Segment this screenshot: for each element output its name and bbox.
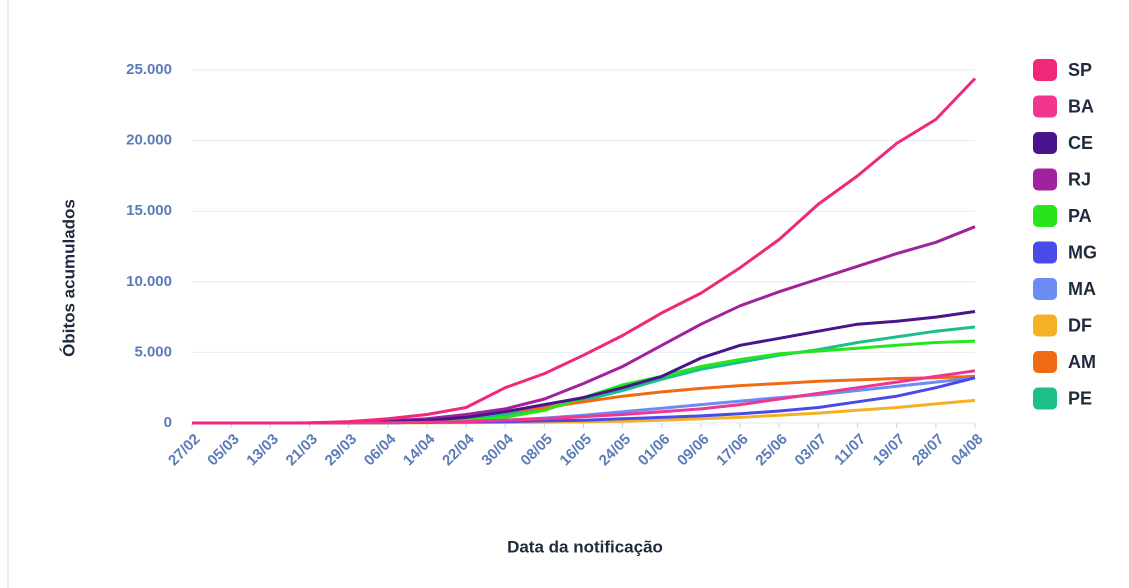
- y-tick-label: 15.000: [126, 202, 172, 219]
- x-tick-label: 25/06: [752, 431, 791, 470]
- y-tick-label: 20.000: [126, 132, 172, 149]
- legend-label: PA: [1068, 206, 1092, 226]
- y-axis-label: Óbitos acumulados: [59, 199, 78, 357]
- x-tick-label: 05/03: [204, 431, 243, 470]
- x-tick-label: 24/05: [596, 431, 635, 470]
- legend-swatch: [1033, 278, 1057, 300]
- legend-swatch: [1033, 314, 1057, 337]
- x-tick-label: 22/04: [439, 430, 478, 469]
- x-tick-label: 30/04: [478, 430, 517, 469]
- series-line: [192, 310, 976, 425]
- x-tick-label: 28/07: [909, 431, 948, 470]
- x-tick-label: 14/04: [400, 430, 439, 469]
- x-tick-label: 08/05: [517, 431, 556, 470]
- x-tick-label: 03/07: [791, 431, 830, 470]
- legend-label: CE: [1068, 133, 1093, 153]
- x-tick-label: 01/06: [635, 431, 674, 470]
- x-tick-label: 11/07: [831, 431, 869, 469]
- legend-label: SP: [1068, 60, 1092, 80]
- legend-swatch: [1033, 95, 1057, 118]
- legend-swatch: [1033, 205, 1057, 227]
- legend-label: DF: [1068, 315, 1092, 335]
- x-tick-label: 09/06: [674, 431, 713, 470]
- legend-label: PE: [1068, 388, 1092, 408]
- legend-swatch: [1033, 59, 1057, 81]
- y-tick-label: 10.000: [126, 273, 172, 290]
- legend-swatch: [1033, 351, 1057, 373]
- y-tick-label: 0: [164, 414, 172, 431]
- legend-label: MG: [1068, 242, 1097, 262]
- x-tick-label: 27/02: [165, 431, 204, 470]
- x-axis-label: Data da notificação: [507, 537, 663, 556]
- x-tick-label: 13/03: [243, 431, 282, 470]
- series-line: [192, 77, 977, 425]
- series-line: [192, 325, 976, 425]
- y-tick-label: 25.000: [126, 61, 172, 78]
- legend-label: MA: [1068, 279, 1096, 299]
- legend-swatch: [1033, 241, 1057, 264]
- legend-label: RJ: [1068, 169, 1091, 189]
- legend-label: AM: [1068, 352, 1096, 372]
- x-tick-label: 04/08: [948, 431, 987, 470]
- legend-label: BA: [1068, 96, 1094, 116]
- x-tick-label: 29/03: [322, 431, 361, 470]
- y-tick-label: 5.000: [134, 343, 172, 360]
- legend-swatch: [1033, 168, 1057, 191]
- legend-swatch: [1033, 132, 1057, 154]
- x-tick-label: 21/03: [283, 431, 322, 470]
- legend-swatch: [1033, 387, 1057, 410]
- x-tick-label: 16/05: [557, 431, 596, 470]
- x-tick-label: 19/07: [870, 431, 909, 470]
- x-tick-label: 06/04: [361, 430, 400, 469]
- x-tick-label: 17/06: [713, 431, 752, 470]
